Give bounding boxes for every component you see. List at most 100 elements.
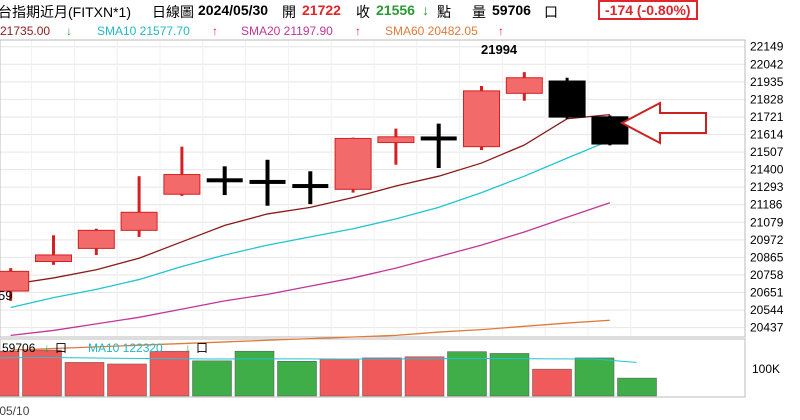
price-tick-label: 20865 [750, 250, 784, 264]
price-tick-label: 21721 [750, 110, 784, 124]
price-tick-label: 20758 [750, 268, 784, 282]
volume-ma-line [0, 356, 637, 363]
candle [334, 137, 372, 193]
price-tick-label: 22149 [750, 40, 784, 54]
candle-body [548, 80, 586, 118]
price-tick-label: 20437 [750, 321, 784, 335]
candle [505, 72, 543, 101]
volume-bar [107, 363, 147, 397]
volume-bar [149, 350, 190, 397]
volume-pane-border [0, 338, 746, 398]
volume-bar [617, 377, 657, 397]
candle [591, 115, 629, 146]
sma10-value: SMA10 21577.70 [97, 24, 190, 38]
candle-body [77, 229, 115, 249]
volume-ma10-down-arrow-icon: ↓ [185, 341, 191, 355]
volume-bar [22, 349, 62, 397]
close-label: 收 [356, 4, 370, 20]
low-label: 59 [0, 288, 12, 303]
candle-body [292, 184, 329, 189]
down-arrow-icon: ↓ [422, 2, 429, 18]
candle-body [420, 136, 457, 141]
price-tick-label: 20972 [750, 233, 784, 247]
volume-bar [447, 351, 487, 397]
candle [35, 235, 72, 265]
sma60-up-arrow-icon: ↑ [498, 24, 504, 38]
price-tick-label: 21935 [750, 75, 784, 89]
volume-bar [277, 361, 317, 397]
volume-bar [489, 353, 530, 397]
candle [0, 268, 30, 301]
volume-legend-value: 59706 [2, 341, 36, 355]
price-tick-label: 21507 [750, 145, 784, 159]
candle [548, 77, 586, 119]
candle [77, 228, 115, 255]
candle-body [163, 174, 201, 195]
open-label: 開 [282, 4, 296, 20]
volume-ma10-line [0, 356, 637, 363]
close-value: 21556 [376, 2, 415, 18]
price-tick-label: 21079 [750, 215, 784, 229]
volume-bar [532, 368, 572, 397]
date-axis-label: /05/10 [0, 404, 30, 418]
candle [292, 171, 329, 205]
grid-lines [0, 40, 745, 337]
volume-bar [192, 360, 232, 397]
candle-body [377, 136, 415, 144]
price-tick-label: 21400 [750, 163, 784, 177]
volume-unit: 口 [544, 4, 558, 20]
sma10-line [10, 139, 611, 309]
sma5-line [10, 114, 610, 286]
volume-value: 59706 [492, 2, 531, 18]
change-badge: -174 (-0.80%) [598, 0, 698, 20]
quote-header: 台指期近月(FITXN*1) 日線圖 2024/05/30 開 21722 收 … [0, 0, 800, 22]
sma-lines [10, 114, 611, 351]
price-tick-label: 21614 [750, 128, 784, 142]
open-value: 21722 [302, 2, 341, 18]
sma60-value: SMA60 20482.05 [385, 24, 478, 38]
period-label: 日線圖 [152, 4, 194, 20]
candle-body [0, 270, 30, 292]
volume-bar [0, 350, 20, 397]
price-tick-label: 22042 [750, 57, 784, 71]
price-axis: 22149 22042 21935 21828 21721 21614 21507 21400… [750, 40, 784, 335]
price-tick-label: 20651 [750, 286, 784, 300]
instrument-title: 台指期近月(FITXN*1) [0, 4, 131, 20]
volume-label: 量 [472, 4, 486, 20]
sma20-value: SMA20 21197.90 [241, 24, 333, 38]
price-tick-label: 21293 [750, 180, 784, 194]
sma10-up-arrow-icon: ↑ [212, 24, 218, 38]
volume-legend-unit: 口 [55, 341, 67, 355]
volume-bar [574, 357, 615, 397]
price-tick-label: 21828 [750, 92, 784, 106]
candle-body [249, 179, 286, 184]
volume-bar [404, 356, 445, 397]
candle-body [206, 178, 243, 183]
candle [420, 123, 457, 168]
candle [206, 166, 243, 196]
volume-bar [319, 358, 360, 397]
points-unit: 點 [437, 4, 451, 20]
candle [163, 146, 201, 196]
volume-bars [0, 349, 657, 397]
date-value: 2024/05/30 [198, 2, 269, 18]
pointer-arrow-icon [619, 101, 707, 145]
volume-ma10-value: MA10 122320 [88, 341, 163, 355]
candle-body [334, 137, 372, 190]
sma60-line [10, 319, 610, 351]
sma20-up-arrow-icon: ↑ [355, 24, 361, 38]
candle [377, 128, 415, 165]
volume-bar [234, 350, 275, 397]
volume-bar [362, 357, 402, 397]
price-pane-border [0, 39, 746, 338]
candle [463, 85, 500, 150]
price-tick-label: 21186 [750, 198, 783, 212]
sma5-value: 21735.00 [0, 24, 51, 38]
volume-down-arrow-icon: ↓ [44, 341, 50, 355]
candle-body [591, 116, 629, 145]
price-tick-label: 20544 [750, 303, 784, 317]
candle-body [463, 90, 500, 148]
sma5-down-arrow-icon: ↓ [66, 24, 72, 38]
candle [249, 159, 286, 206]
